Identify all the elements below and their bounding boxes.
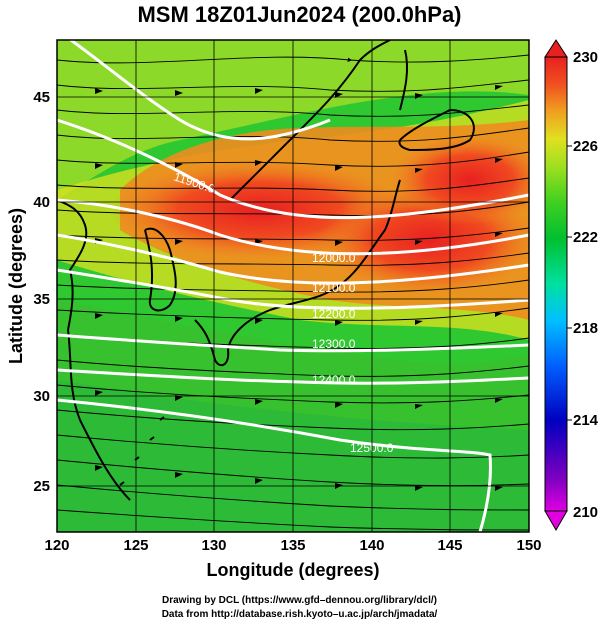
contour-label-12200: 12200.0: [312, 307, 356, 321]
x-tick-labels: 120 125 130 135 140 145 150: [44, 537, 541, 554]
plot-title: MSM 18Z01Jun2024 (200.0hPa): [137, 2, 462, 27]
y-tick-label: 40: [33, 194, 50, 211]
footer-credit-data: Data from http://database.rish.kyoto–u.a…: [161, 609, 438, 620]
colorbar-tick-label: 210: [573, 504, 598, 521]
colorbar: 230 226 222 218 214 210: [544, 39, 599, 531]
x-tick-label: 125: [123, 537, 148, 554]
y-tick-label: 30: [33, 388, 50, 405]
wind-streamlines: [57, 54, 529, 531]
colorbar-tick-label: 214: [573, 412, 599, 429]
contour-label-12300: 12300.0: [312, 337, 356, 351]
colorbar-tick-label: 230: [573, 49, 598, 66]
colorbar-bottom-arrow: [544, 510, 568, 531]
contour-label-12100: 12100.0: [312, 281, 356, 295]
y-tick-labels: 25 30 35 40 45: [33, 89, 50, 495]
y-tick-label: 25: [33, 478, 50, 495]
x-tick-label: 150: [516, 537, 541, 554]
y-axis-title: Latitude (degrees): [6, 208, 26, 364]
plot-frame: [56, 39, 530, 533]
colorbar-top-arrow: [544, 39, 568, 58]
colorbar-tick-label: 218: [573, 320, 598, 337]
contour-label-12000: 12000.0: [312, 251, 356, 265]
grid-lines: [57, 40, 529, 532]
x-tick-label: 145: [437, 537, 462, 554]
x-tick-label: 135: [280, 537, 305, 554]
x-tick-label: 140: [359, 537, 384, 554]
coastlines: [57, 40, 475, 501]
y-tick-label: 45: [33, 89, 50, 106]
height-contours: [57, 40, 529, 532]
temperature-field: [57, 40, 529, 532]
colorbar-tick-label: 226: [573, 138, 598, 155]
x-tick-label: 120: [44, 537, 69, 554]
colorbar-tick-label: 222: [573, 229, 598, 246]
x-tick-label: 130: [201, 537, 226, 554]
x-axis-title: Longitude (degrees): [206, 560, 379, 580]
footer-credit-dcl: Drawing by DCL (https://www.gfd–dennou.o…: [161, 595, 437, 606]
contour-label-12400: 12400.0: [312, 373, 356, 387]
y-tick-label: 35: [33, 291, 50, 308]
